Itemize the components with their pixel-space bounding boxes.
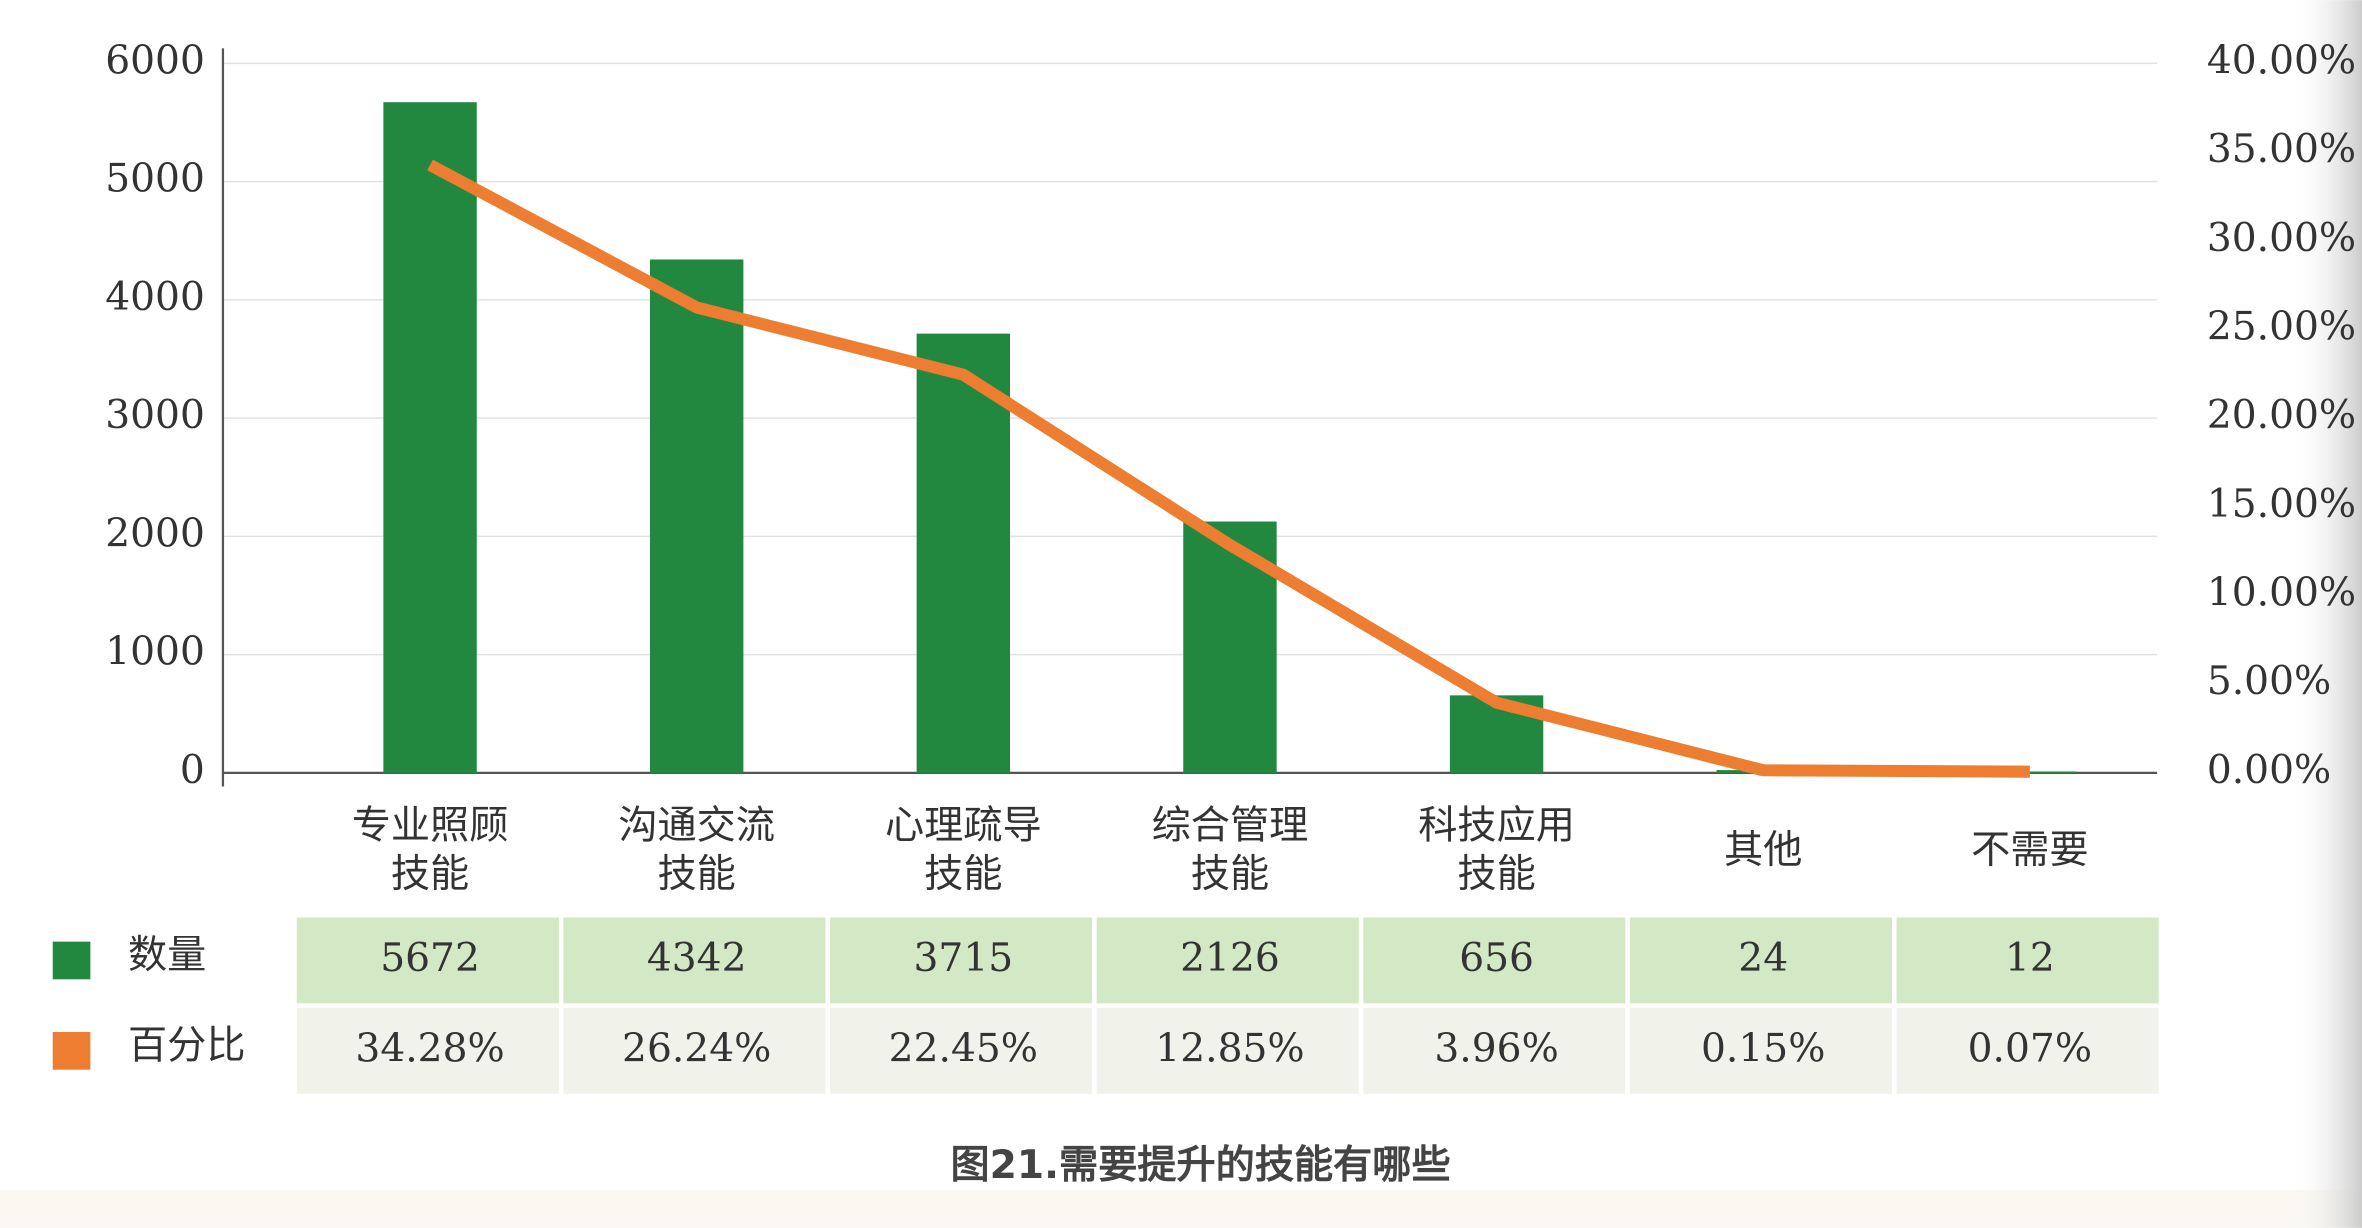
y2-tick-label: 15.00%: [2207, 482, 2356, 527]
table-cell: [1629, 1007, 1893, 1094]
y2-tick-label: 30.00%: [2207, 216, 2356, 261]
legend-label: 百分比: [128, 1024, 245, 1069]
table-value: 656: [1459, 936, 1534, 981]
legend-label: 数量: [128, 933, 206, 978]
table-value: 0.07%: [1968, 1027, 2092, 1072]
table-value: 0.15%: [1701, 1027, 1825, 1072]
page-bottom: [0, 1190, 2362, 1228]
x-tick-label: 不需要: [1971, 828, 2088, 873]
table-value: 12: [2005, 936, 2055, 981]
legend-swatch: [52, 1032, 91, 1070]
table-value: 4342: [647, 936, 747, 981]
x-tick-label: 心理疏导技能: [885, 804, 1042, 897]
y-tick-label: 4000: [105, 275, 205, 320]
table-cell: [296, 1007, 559, 1094]
table-value: 3715: [914, 936, 1014, 981]
table-value: 3.96%: [1434, 1027, 1558, 1072]
x-tick-label: 专业照顾技能: [352, 804, 509, 897]
y2-tick-label: 25.00%: [2207, 304, 2356, 349]
table-value: 24: [1738, 936, 1788, 981]
y2-tick-label: 20.00%: [2207, 393, 2356, 438]
table-cell: [563, 917, 826, 1004]
table-value: 34.28%: [355, 1027, 504, 1072]
line: [427, 159, 2030, 778]
table-cell: [1096, 1007, 1359, 1094]
y2-tick-label: 35.00%: [2207, 127, 2356, 172]
y2-tick-label: 40.00%: [2207, 38, 2356, 83]
y-tick-label: 3000: [105, 393, 205, 438]
table-value: 26.24%: [622, 1027, 771, 1072]
y-tick-label: 6000: [105, 38, 205, 83]
table-cell: [1896, 1007, 2159, 1094]
y-tick-label: 5000: [105, 157, 205, 202]
table-cell: [1896, 917, 2159, 1004]
table-cell: [1363, 1007, 1626, 1094]
table-cell: [1363, 917, 1626, 1004]
bar: [916, 333, 1011, 773]
table-value: 22.45%: [889, 1027, 1038, 1072]
y2-tick-label: 5.00%: [2207, 659, 2331, 704]
y-tick-label: 2000: [105, 511, 205, 556]
table-cell: [830, 1007, 1093, 1094]
bar: [383, 102, 477, 773]
y-tick-label: 1000: [105, 630, 205, 675]
y2-tick-label: 0.00%: [2207, 748, 2331, 793]
y-tick-label: 0: [180, 748, 205, 793]
table-cell: [296, 917, 559, 1004]
table-cell: [830, 917, 1093, 1004]
table-value: 2126: [1180, 936, 1280, 981]
table-value: 12.85%: [1155, 1027, 1304, 1072]
table-cell: [1096, 917, 1359, 1004]
chart-title: 图21.需要提升的技能有哪些: [951, 1143, 1451, 1188]
table-cell: [1629, 917, 1893, 1004]
page-edge: [2289, 0, 2362, 1228]
legend-swatch: [52, 941, 91, 980]
x-tick-label: 沟通交流技能: [618, 804, 775, 897]
x-tick-label: 其他: [1724, 828, 1802, 873]
bar: [650, 259, 744, 773]
table-value: 5672: [380, 936, 480, 981]
table-cell: [563, 1007, 826, 1094]
y2-tick-label: 10.00%: [2207, 571, 2356, 616]
bar: [1983, 771, 2077, 773]
x-tick-label: 科技应用技能: [1418, 804, 1575, 897]
x-tick-label: 综合管理技能: [1152, 804, 1309, 897]
